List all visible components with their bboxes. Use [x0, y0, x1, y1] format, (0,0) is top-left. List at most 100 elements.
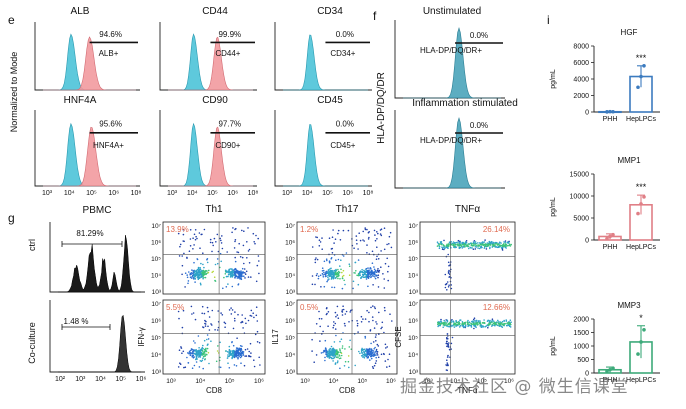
density-dot: [339, 355, 341, 357]
hist-title-cd90: CD90: [202, 95, 228, 106]
density-dot: [481, 326, 483, 328]
y-axis-label: IL17: [271, 329, 280, 345]
density-dot: [188, 250, 191, 252]
density-dot: [341, 287, 344, 290]
density-dot: [376, 354, 379, 356]
gate-percent: 0.0%: [470, 31, 488, 40]
density-dot: [322, 351, 324, 354]
density-dot: [191, 313, 193, 315]
density-dot: [237, 352, 239, 354]
density-dot: [366, 351, 368, 354]
density-dot: [365, 353, 367, 355]
density-dot: [473, 240, 476, 242]
density-dot: [474, 246, 477, 248]
density-dot: [387, 358, 389, 361]
density-dot: [202, 344, 204, 347]
density-dot: [332, 270, 334, 272]
density-dot: [213, 276, 216, 279]
density-dot: [244, 355, 246, 357]
density-dot: [380, 234, 383, 237]
density-dot: [224, 269, 227, 272]
density-dot: [198, 355, 201, 357]
density-dot: [328, 270, 331, 273]
density-dot: [192, 248, 194, 250]
density-dot: [334, 322, 337, 325]
hist-axes: [394, 110, 505, 189]
x-tick-label: 10⁵: [322, 190, 333, 197]
density-dot: [224, 273, 227, 275]
density-dot: [193, 349, 195, 352]
density-dot: [234, 270, 236, 273]
x-tick-label: 10³: [300, 378, 310, 385]
density-dot: [372, 319, 374, 322]
hist-axes: [394, 20, 505, 99]
gate-percent: 94.6%: [99, 30, 122, 39]
density-dot: [196, 353, 199, 356]
density-dot: [332, 354, 334, 357]
density-dot: [451, 336, 454, 339]
density-dot: [220, 260, 222, 263]
density-dot: [345, 252, 348, 254]
density-dot: [503, 322, 505, 325]
density-dot: [255, 280, 258, 283]
density-dot: [450, 348, 452, 350]
quadrant-percent: 12.66%: [483, 303, 510, 312]
density-dot: [337, 351, 340, 354]
density-dot: [505, 247, 508, 249]
y-tick-label: 10⁷: [151, 301, 161, 308]
density-dot: [195, 348, 197, 351]
density-dot: [484, 239, 486, 241]
density-dot: [373, 348, 376, 350]
density-dot: [252, 232, 255, 235]
density-dot: [335, 356, 338, 359]
density-dot: [325, 258, 328, 261]
density-dot: [496, 324, 499, 327]
density-dot: [370, 357, 373, 360]
density-dot: [186, 356, 188, 359]
density-dot: [491, 321, 493, 324]
density-dot: [368, 311, 370, 314]
density-dot: [189, 349, 192, 352]
density-dot: [339, 265, 341, 267]
density-dot: [376, 246, 378, 248]
density-dot: [326, 280, 328, 283]
density-dot: [337, 275, 339, 278]
quadrant-percent: 13.9%: [166, 225, 189, 234]
density-dot: [235, 269, 238, 272]
density-dot: [329, 349, 331, 352]
density-dot: [441, 248, 444, 250]
density-dot: [439, 324, 442, 327]
density-dot: [464, 245, 466, 248]
density-dot: [369, 330, 372, 332]
density-dot: [462, 322, 465, 325]
red-peak: [168, 126, 253, 187]
density-dot: [227, 272, 230, 274]
density-dot: [436, 245, 439, 247]
density-dot: [447, 272, 450, 274]
density-dot: [228, 268, 230, 271]
density-dot: [365, 276, 368, 279]
density-dot: [342, 274, 345, 277]
density-dot: [201, 312, 203, 315]
density-dot: [374, 239, 377, 242]
density-dot: [322, 330, 324, 333]
density-dot: [201, 270, 203, 272]
density-dot: [477, 247, 479, 249]
chart-title: MMP1: [617, 156, 641, 165]
density-dot: [197, 268, 200, 270]
density-dot: [248, 350, 250, 353]
density-dot: [485, 248, 488, 250]
density-dot: [372, 341, 375, 343]
density-dot: [447, 286, 450, 288]
density-dot: [458, 247, 461, 250]
density-dot: [259, 364, 261, 366]
gate-percent: 95.6%: [99, 120, 122, 129]
density-dot: [210, 323, 212, 325]
density-dot: [369, 350, 371, 353]
density-dot: [366, 348, 369, 351]
density-dot: [461, 242, 464, 244]
density-dot: [228, 355, 230, 358]
density-dot: [387, 265, 390, 268]
density-dot: [319, 241, 322, 243]
density-dot: [206, 344, 209, 346]
